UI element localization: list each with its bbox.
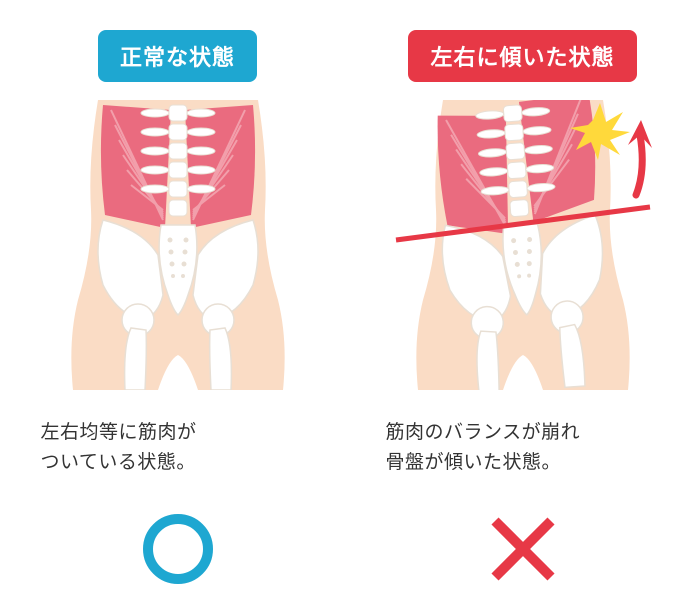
caption-line: 左右均等に筋肉が bbox=[41, 418, 197, 448]
caption-normal: 左右均等に筋肉が ついている状態。 bbox=[23, 418, 197, 479]
symbol-cross bbox=[483, 509, 563, 589]
cross-icon bbox=[483, 509, 563, 589]
pelvis-bone bbox=[98, 220, 258, 320]
caption-line: 骨盤が傾いた状態。 bbox=[386, 448, 581, 478]
caption-tilted: 筋肉のバランスが崩れ 骨盤が傾いた状態。 bbox=[368, 418, 581, 479]
arrow-up-icon bbox=[628, 120, 652, 195]
circle-icon bbox=[138, 509, 218, 589]
caption-line: ついている状態。 bbox=[41, 448, 197, 478]
badge-tilted: 左右に傾いた状態 bbox=[408, 30, 636, 82]
comparison-container: 正常な状態 bbox=[0, 0, 700, 609]
illustration-normal bbox=[43, 100, 313, 390]
badge-normal: 正常な状態 bbox=[98, 30, 257, 82]
illustration-tilted bbox=[388, 100, 658, 390]
pelvis-normal-svg bbox=[43, 100, 313, 390]
pelvis-tilted-svg bbox=[388, 100, 658, 390]
panel-tilted: 左右に傾いた状態 bbox=[368, 30, 678, 589]
caption-line: 筋肉のバランスが崩れ bbox=[386, 418, 581, 448]
symbol-circle bbox=[138, 509, 218, 589]
panel-normal: 正常な状態 bbox=[23, 30, 333, 589]
